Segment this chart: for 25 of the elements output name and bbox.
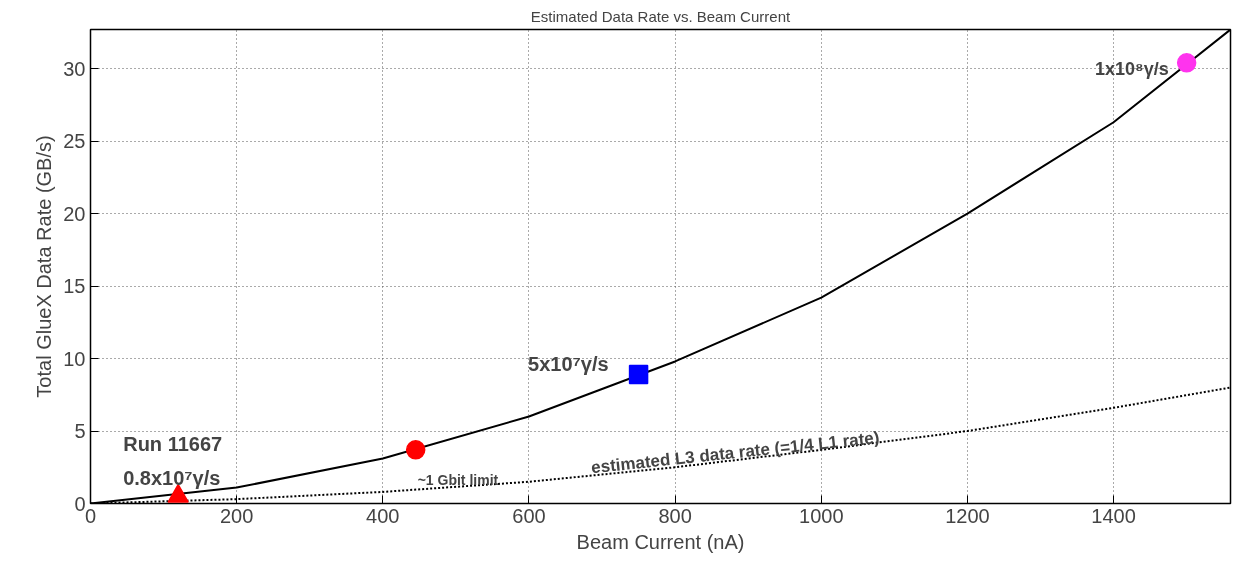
x-axis-title: Beam Current (nA) — [576, 530, 745, 553]
y-tick-label: 20 — [63, 202, 86, 225]
x-tick-label: 600 — [512, 504, 546, 527]
y-tick-label: 10 — [63, 347, 86, 370]
x-tick-label: 800 — [658, 504, 692, 527]
x-tick-label: 200 — [219, 504, 254, 527]
y-tick-label: 25 — [63, 130, 86, 153]
point — [1176, 53, 1197, 73]
x-tick-label: 400 — [366, 504, 400, 527]
y-tick-label: 15 — [63, 275, 86, 298]
annotation: 5x10⁷γ/s — [528, 353, 609, 376]
annotation: 0.8x10⁷γ/s — [123, 467, 221, 490]
annotation: ~1 Gbit limit — [417, 471, 499, 488]
annotation: estimated L3 data rate (=1/4 L1 rate) — [590, 428, 881, 478]
x-tick-label: 1200 — [945, 504, 990, 527]
annotation: 1x10⁸γ/s — [1095, 58, 1169, 79]
annotation: Run 11667 — [123, 433, 223, 456]
y-axis-title: Total GlueX Data Rate (GB/s) — [33, 135, 56, 398]
x-tick-label: 1400 — [1091, 504, 1136, 527]
y-tick-label: 5 — [74, 420, 86, 443]
chart-title: Estimated Data Rate vs. Beam Current — [530, 7, 791, 25]
point — [405, 440, 426, 460]
x-tick-label: 1000 — [799, 504, 844, 527]
y-tick-label: 30 — [63, 57, 86, 80]
point — [628, 364, 649, 385]
